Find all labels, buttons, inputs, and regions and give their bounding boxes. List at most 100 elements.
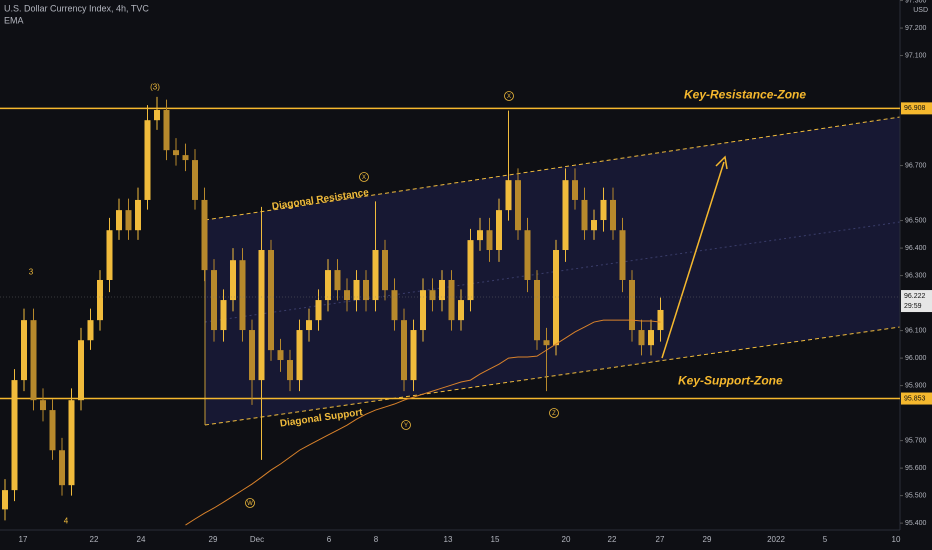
- x-tick-label: 10: [892, 535, 901, 544]
- candle-body: [334, 270, 341, 291]
- candle-body: [420, 290, 426, 331]
- x-tick-label: 22: [90, 535, 99, 544]
- candle-body: [505, 180, 512, 211]
- candle-body: [344, 290, 350, 301]
- candle-body: [40, 400, 46, 411]
- candle-body: [49, 410, 56, 451]
- y-tick-label: 96.700: [905, 162, 927, 169]
- candle-body: [429, 290, 436, 301]
- countdown: 29:59: [904, 303, 922, 310]
- indicator-label: EMA: [4, 15, 24, 25]
- candle-body: [448, 279, 455, 321]
- wave-label: Y: [404, 423, 408, 429]
- x-tick-label: 6: [327, 535, 332, 544]
- y-tick-label: 95.500: [905, 492, 927, 499]
- candle-body: [638, 330, 645, 346]
- y-tick-label: 96.500: [905, 217, 927, 224]
- level-tag-label: 96.908: [904, 105, 926, 112]
- candle-body: [192, 160, 198, 200]
- annotation-circle: [401, 420, 411, 430]
- y-tick-label: 97.100: [905, 52, 927, 59]
- candle-body: [325, 270, 331, 301]
- candle-body: [353, 279, 360, 301]
- candle-body: [173, 150, 179, 156]
- annotation-circle: [504, 91, 514, 101]
- wave-label: 3: [29, 268, 34, 277]
- x-tick-label: 24: [137, 535, 146, 544]
- x-tick-label: 13: [444, 535, 453, 544]
- annotation-circle: [549, 408, 559, 418]
- candle-body: [163, 110, 170, 151]
- wave-label: X: [507, 94, 511, 100]
- y-tick-label: 96.300: [905, 272, 927, 279]
- y-tick-label: 97.200: [905, 25, 927, 32]
- candle-body: [363, 279, 369, 301]
- x-tick-label: 29: [209, 535, 218, 544]
- x-tick-label: 22: [608, 535, 617, 544]
- candle-body: [562, 180, 569, 251]
- candle-body: [553, 250, 559, 346]
- y-tick-label: 95.700: [905, 437, 927, 444]
- candle-body: [496, 210, 502, 251]
- candle-body: [315, 300, 322, 321]
- last-price-tag: [901, 290, 932, 313]
- candle-body: [87, 320, 94, 341]
- x-tick-label: 15: [491, 535, 500, 544]
- candle-body: [458, 300, 464, 321]
- candle-body: [2, 490, 8, 510]
- candle-body: [287, 360, 293, 381]
- arrow-head: [715, 155, 728, 170]
- candle-body: [21, 320, 27, 381]
- candle-body: [59, 450, 65, 486]
- candle-body: [581, 199, 588, 231]
- candle-body: [211, 270, 217, 331]
- candle-body: [220, 300, 227, 331]
- candles: [2, 96, 664, 521]
- annotation-circle: [245, 498, 255, 508]
- wave-label: X: [362, 175, 366, 181]
- level-tag: [901, 102, 932, 115]
- candle-body: [467, 240, 474, 301]
- y-tick-label: 96.100: [905, 327, 927, 334]
- candle-body: [534, 279, 540, 341]
- candle-body: [296, 330, 303, 381]
- wave-label: W: [247, 501, 253, 507]
- candle-body: [116, 210, 122, 231]
- channel-lower: [204, 326, 901, 426]
- candle-body: [277, 350, 284, 361]
- y-tick-label: 96.400: [905, 245, 927, 252]
- ema-line: [185, 319, 661, 526]
- wave-label: (3): [150, 83, 160, 92]
- candle-body: [657, 309, 664, 331]
- x-tick-label: 20: [562, 535, 571, 544]
- y-tick-label: 95.400: [905, 520, 927, 527]
- candle-body: [401, 320, 407, 381]
- candle-body: [486, 230, 493, 251]
- candle-body: [144, 120, 151, 200]
- candle-body: [306, 320, 312, 331]
- candle-body: [201, 199, 208, 271]
- chart-title: U.S. Dollar Currency Index, 4h, TVC: [4, 3, 149, 13]
- level-tag-label: 95.853: [904, 395, 926, 402]
- candle-body: [78, 340, 84, 401]
- channel-fill: [205, 117, 900, 425]
- candle-body: [619, 230, 626, 280]
- candle-body: [515, 180, 521, 231]
- candle-body: [477, 230, 483, 241]
- channel-mid: [204, 221, 901, 323]
- x-tick-label: Dec: [250, 535, 264, 544]
- level-name: Key-Resistance-Zone: [684, 88, 806, 102]
- price-axis: [900, 0, 932, 550]
- candle-body: [600, 199, 607, 221]
- candle-body: [591, 220, 597, 231]
- candle-body: [439, 279, 445, 301]
- candle-body: [30, 320, 37, 401]
- candle-body: [258, 250, 265, 381]
- x-tick-label: 2022: [767, 535, 785, 544]
- y-tick-label: 97.300: [905, 0, 927, 4]
- y-tick-label: 96.000: [905, 355, 927, 362]
- candle-body: [182, 155, 189, 161]
- candle-body: [249, 330, 255, 381]
